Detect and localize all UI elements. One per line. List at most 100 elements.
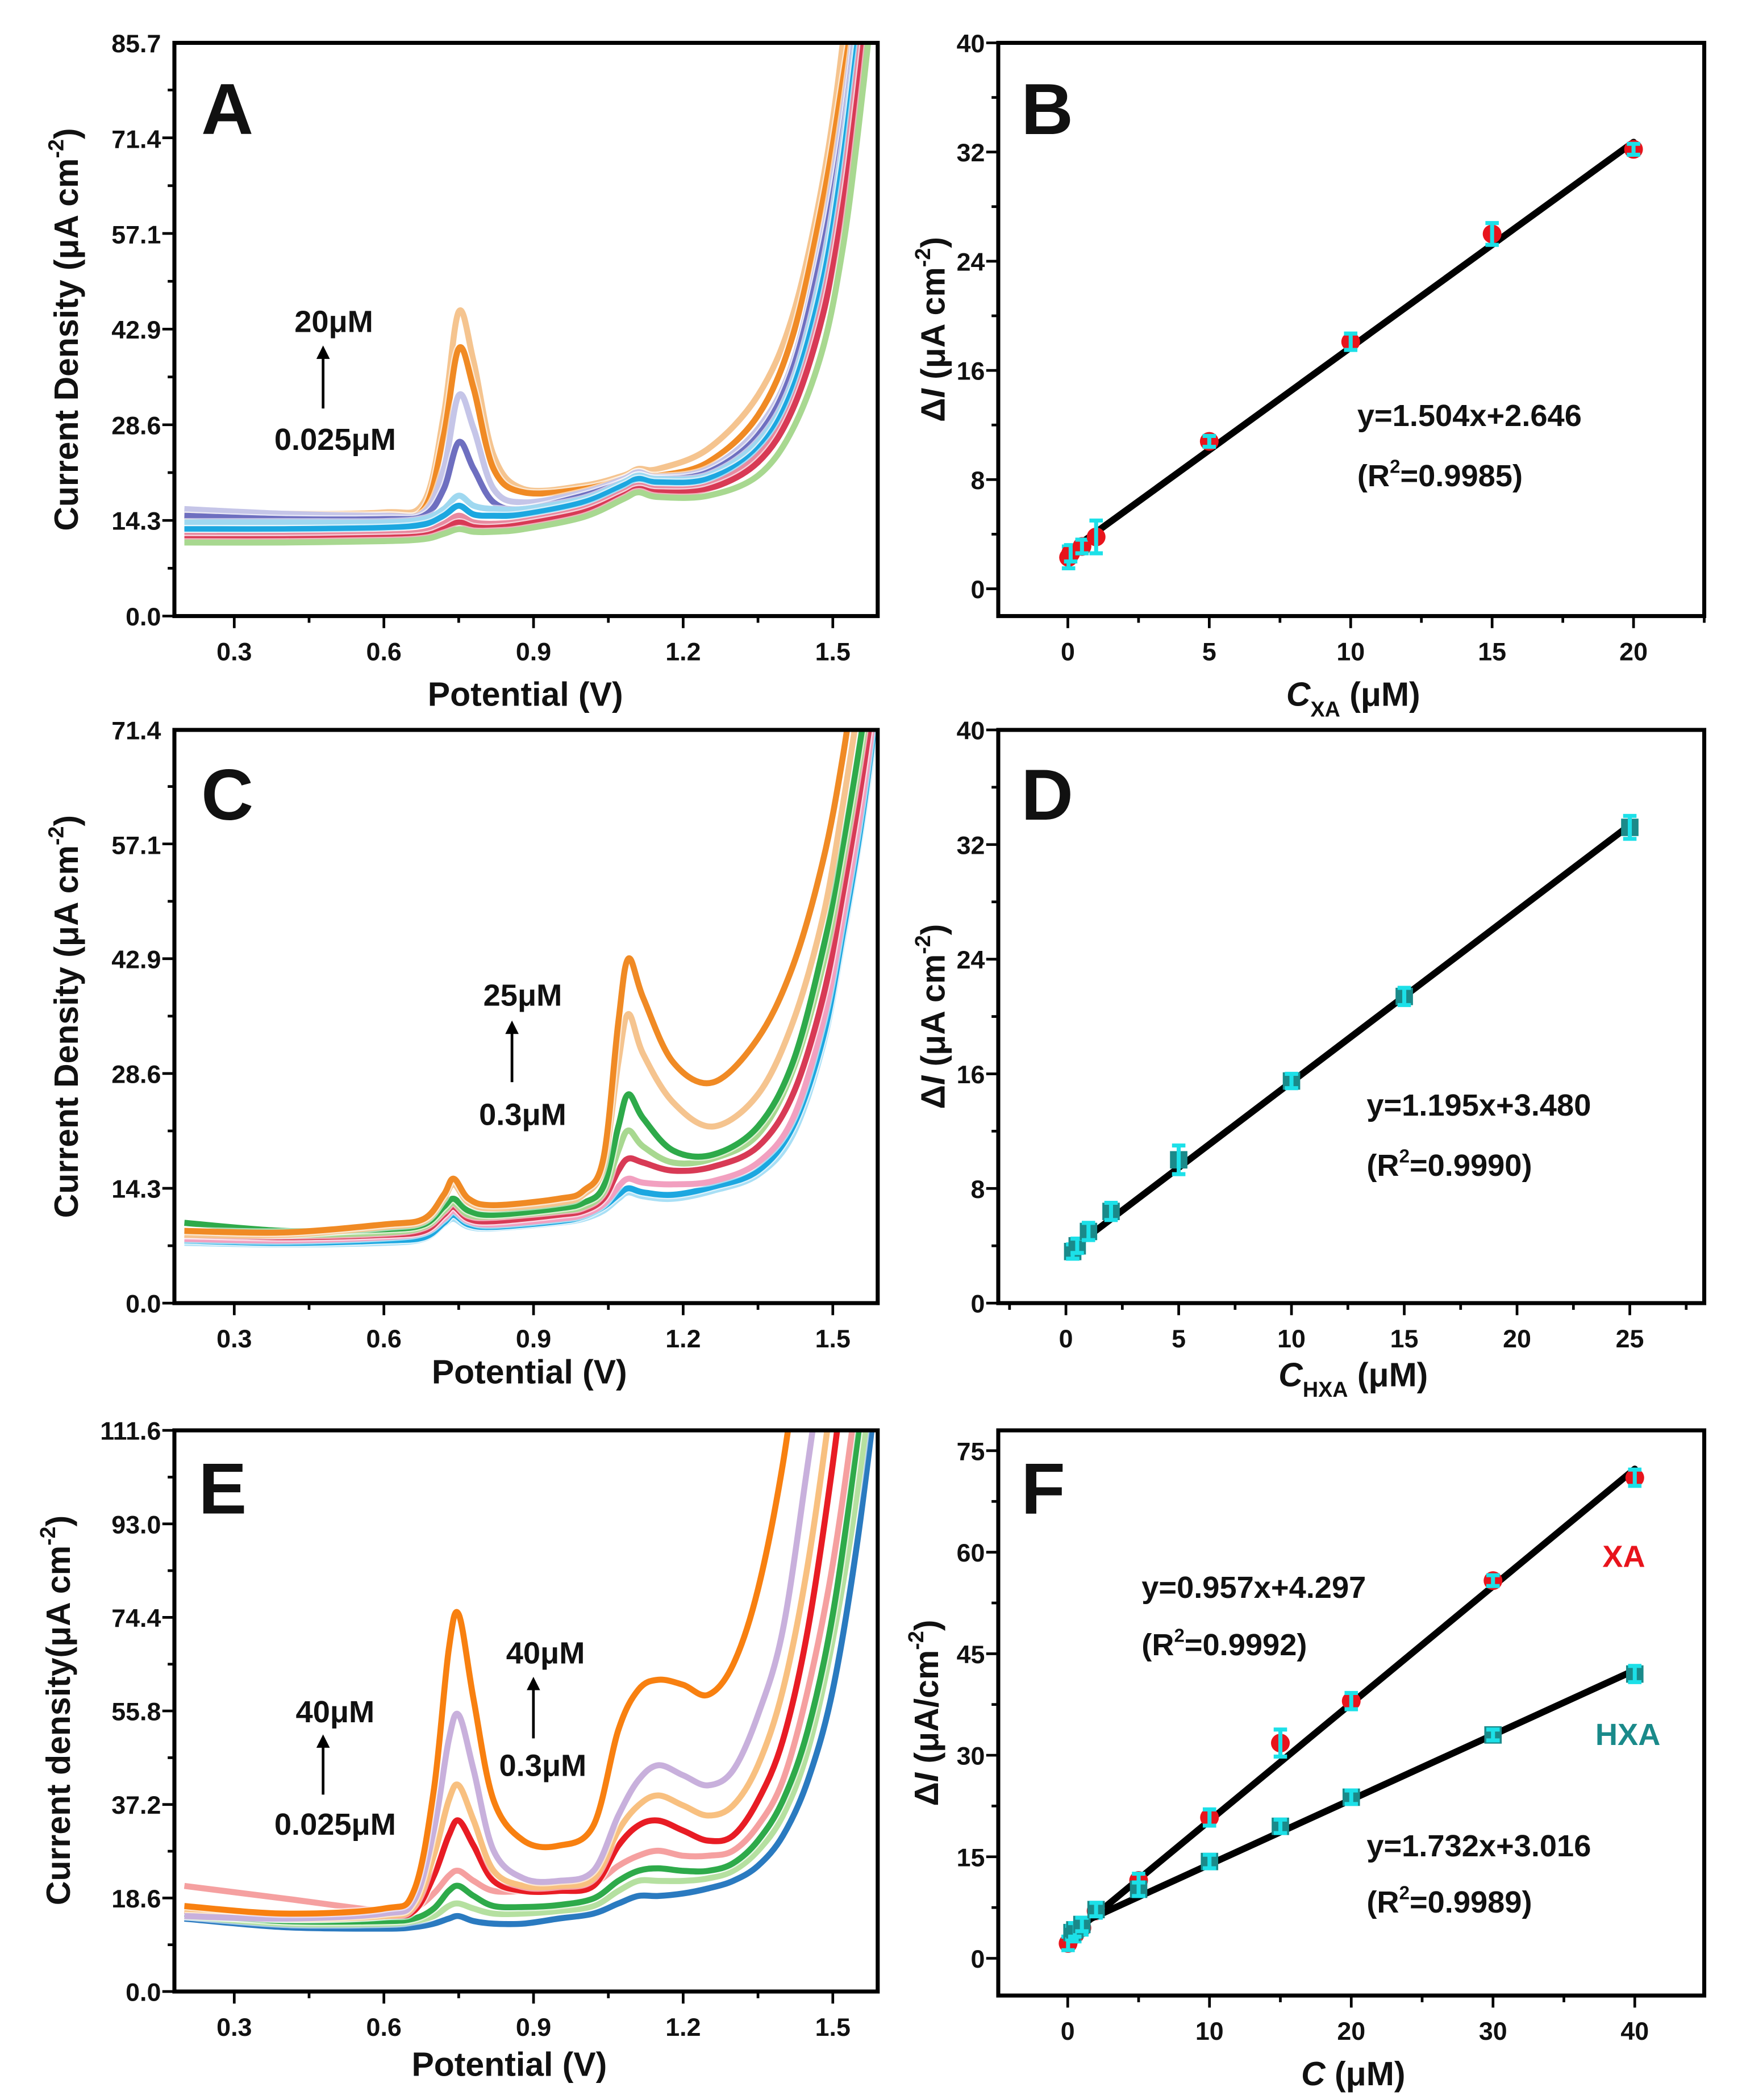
concentration-label: 0.025μM bbox=[274, 423, 396, 457]
x-tick-label: 0.9 bbox=[516, 2013, 551, 2041]
x-tick-label: 20 bbox=[1337, 2017, 1365, 2045]
x-tick-label: 40 bbox=[1620, 2017, 1649, 2045]
x-tick-label: 20 bbox=[1503, 1325, 1531, 1353]
x-tick-label: 30 bbox=[1479, 2017, 1507, 2045]
y-axis-title: Current Density (μA cm-2) bbox=[44, 128, 85, 531]
r-squared-prefix: (R bbox=[1366, 1885, 1399, 1919]
data-point bbox=[1395, 986, 1413, 1007]
y-tick-label: 42.9 bbox=[111, 945, 161, 974]
series-line-1 bbox=[184, 729, 878, 1248]
r-squared: (R2=0.9985) bbox=[1357, 456, 1523, 493]
r-squared-prefix: (R bbox=[1357, 459, 1390, 493]
y-tick-label: 57.1 bbox=[111, 832, 161, 860]
data-point bbox=[1073, 1915, 1091, 1934]
data-point bbox=[1087, 1901, 1105, 1919]
y-tick-label: 40 bbox=[957, 716, 985, 745]
x-tick-label: 10 bbox=[1195, 2017, 1224, 2045]
y-axis-title-superscript: -2 bbox=[36, 1526, 60, 1546]
x-tick-label: 10 bbox=[1336, 637, 1365, 666]
plot-area bbox=[1058, 1466, 1644, 1953]
x-tick-label: 1.2 bbox=[665, 637, 701, 666]
y-tick-label: 0.0 bbox=[126, 603, 161, 631]
concentration-label: 0.3μM bbox=[479, 1098, 566, 1132]
x-tick-label: 15 bbox=[1478, 637, 1506, 666]
r-squared-prefix: (R bbox=[1141, 1628, 1174, 1662]
plot-area bbox=[1064, 813, 1639, 1261]
r-squared-superscript: 2 bbox=[1399, 1146, 1410, 1167]
x-axis-title-unit: (μM) bbox=[1348, 1356, 1428, 1393]
plot-frame bbox=[172, 40, 880, 619]
y-tick-label: 71.4 bbox=[111, 125, 161, 153]
y-tick-label: 14.3 bbox=[111, 1175, 161, 1204]
y-tick-label: 74.4 bbox=[111, 1604, 161, 1633]
x-axis-title: Potential (V) bbox=[432, 1354, 627, 1391]
y-axis-title-symbol: I bbox=[915, 388, 952, 398]
y-tick-label: 24 bbox=[957, 248, 985, 276]
data-point bbox=[1130, 1880, 1148, 1898]
plot-frame bbox=[996, 40, 1707, 619]
y-tick-label: 8 bbox=[971, 1175, 985, 1204]
plot-frame bbox=[996, 728, 1707, 1305]
y-axis-title-superscript: -2 bbox=[44, 826, 68, 846]
x-axis-title-unit: (μM) bbox=[1340, 677, 1420, 713]
data-point bbox=[1341, 331, 1360, 352]
y-tick-label: 40 bbox=[957, 30, 985, 58]
data-point bbox=[1102, 1200, 1120, 1222]
y-tick-label: 75 bbox=[957, 1437, 985, 1466]
y-axis-title-text: Current Density (μA cm bbox=[48, 158, 85, 531]
y-axis-title-symbol: I bbox=[908, 1772, 945, 1782]
y-tick-label: 28.6 bbox=[111, 411, 161, 440]
x-tick-label: 0.9 bbox=[516, 637, 551, 666]
r-squared: (R2=0.9990) bbox=[1366, 1146, 1532, 1183]
y-axis-title-superscript: -2 bbox=[904, 1631, 928, 1650]
series-line-7 bbox=[184, 1430, 816, 1922]
x-axis-title-unit: (μM) bbox=[1326, 2056, 1406, 2093]
y-tick-label: 57.1 bbox=[111, 221, 161, 249]
concentration-label: 20μM bbox=[294, 305, 373, 339]
y-axis-title-symbol: I bbox=[915, 1075, 952, 1085]
y-axis-title-text: Current Density (μA cm bbox=[48, 845, 85, 1218]
x-tick-label: 1.2 bbox=[665, 2013, 701, 2041]
panel-letter: D bbox=[1021, 754, 1073, 835]
panel-letter: F bbox=[1021, 1448, 1065, 1529]
x-tick-label: 20 bbox=[1619, 637, 1648, 666]
arrow-up-icon bbox=[527, 1676, 540, 1690]
y-tick-label: 60 bbox=[957, 1539, 985, 1567]
x-axis-title: C (μM) bbox=[1301, 2056, 1405, 2093]
y-axis-title: ΔI (μA cm-2) bbox=[911, 924, 952, 1109]
r-squared-value: =0.9985) bbox=[1400, 459, 1523, 493]
x-tick-label: 5 bbox=[1172, 1325, 1186, 1353]
y-tick-label: 8 bbox=[971, 466, 985, 495]
x-axis-title-subscript: XA bbox=[1310, 697, 1340, 721]
y-axis-title-end: ) bbox=[908, 1620, 945, 1631]
y-axis-title-delta: Δ bbox=[915, 1085, 952, 1109]
x-tick-label: 15 bbox=[1390, 1325, 1419, 1353]
series-line-1 bbox=[184, 1430, 875, 1932]
y-axis-title-end: ) bbox=[40, 1515, 77, 1527]
arrow-up-icon bbox=[316, 345, 330, 359]
x-tick-label: 0.6 bbox=[366, 2013, 402, 2041]
series-label-hxa: HXA bbox=[1595, 1718, 1660, 1752]
concentration-label: 25μM bbox=[484, 979, 562, 1013]
y-axis-title-text: (μA/cm bbox=[908, 1650, 945, 1773]
x-axis-title: CXA (μM) bbox=[1286, 677, 1420, 721]
x-axis-title-symbol: C bbox=[1301, 2056, 1326, 2093]
r-squared-value: =0.9989) bbox=[1410, 1885, 1532, 1919]
panel-letter: A bbox=[201, 69, 253, 149]
y-axis-title-delta: Δ bbox=[915, 398, 952, 422]
data-point bbox=[1483, 1571, 1503, 1590]
r-squared-superscript: 2 bbox=[1390, 456, 1400, 477]
data-point bbox=[1341, 1690, 1361, 1711]
r-squared-value: =0.9990) bbox=[1410, 1149, 1532, 1183]
chart-panel-d: 0 5 10 15 20 25 0 8 16 24 32 40 CHXA (μM) ΔI (μA cm-2… bbox=[911, 716, 1707, 1401]
data-point bbox=[1199, 432, 1219, 451]
y-axis-title-end: ) bbox=[915, 237, 952, 248]
y-axis-title: ΔI (μA cm-2) bbox=[911, 237, 952, 422]
x-tick-label: 25 bbox=[1616, 1325, 1644, 1353]
x-axis-title-symbol: C bbox=[1286, 677, 1311, 713]
panel-letter: C bbox=[201, 754, 253, 835]
y-tick-label: 71.4 bbox=[111, 716, 161, 745]
y-tick-label: 28.6 bbox=[111, 1060, 161, 1088]
x-axis-title: Potential (V) bbox=[428, 677, 623, 713]
y-tick-label: 16 bbox=[957, 357, 985, 386]
